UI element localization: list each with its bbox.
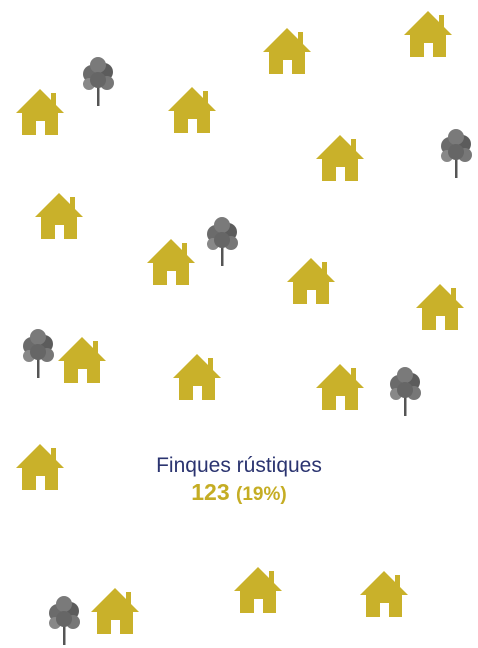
house-icon bbox=[404, 11, 452, 57]
caption: Finques rústiques 123 (19%) bbox=[0, 454, 478, 506]
house-icon bbox=[147, 239, 195, 285]
house-icon bbox=[58, 337, 106, 383]
house-icon bbox=[316, 364, 364, 410]
share: (19%) bbox=[236, 484, 287, 505]
tree-icon bbox=[23, 329, 54, 378]
tree-icon bbox=[441, 129, 472, 178]
house-icon bbox=[316, 135, 364, 181]
house-icon bbox=[287, 258, 335, 304]
count: 123 bbox=[191, 479, 230, 505]
tree-icon bbox=[83, 57, 114, 106]
house-icon bbox=[35, 193, 83, 239]
house-icon bbox=[416, 284, 464, 330]
tree-icon bbox=[390, 367, 421, 416]
house-icon bbox=[360, 571, 408, 617]
tree-icon bbox=[207, 217, 238, 266]
house-icon bbox=[234, 567, 282, 613]
house-icon bbox=[173, 354, 221, 400]
house-icon bbox=[91, 588, 139, 634]
tree-icon bbox=[49, 596, 80, 645]
figures: 123 (19%) bbox=[0, 479, 478, 506]
house-icon bbox=[168, 87, 216, 133]
houses bbox=[16, 11, 464, 634]
house-icon bbox=[16, 89, 64, 135]
house-icon bbox=[263, 28, 311, 74]
category-label: Finques rústiques bbox=[156, 454, 322, 477]
